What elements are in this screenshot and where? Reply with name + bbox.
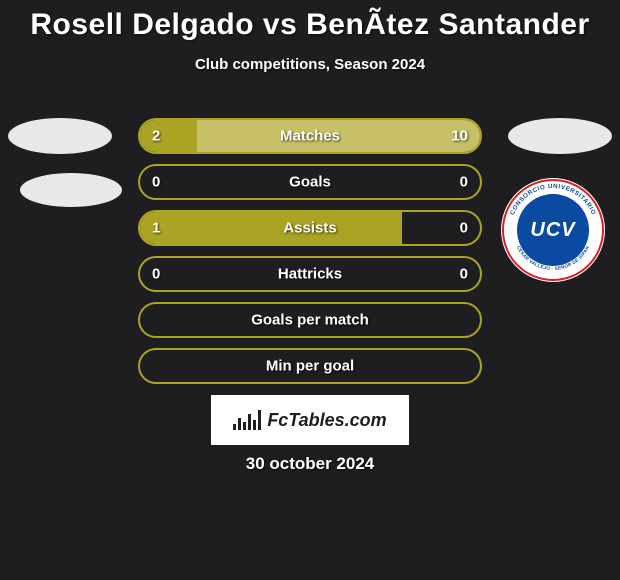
logo-bar <box>253 420 256 430</box>
stat-row: 0 0 Hattricks <box>138 256 482 292</box>
fctables-text: FcTables.com <box>267 410 386 431</box>
player-left-club-avatar <box>20 173 122 207</box>
stat-label: Min per goal <box>266 358 354 375</box>
date-label: 30 october 2024 <box>0 454 620 474</box>
page-subtitle: Club competitions, Season 2024 <box>0 56 620 73</box>
stat-label: Hattricks <box>278 266 342 283</box>
stat-value-right: 0 <box>460 266 468 283</box>
player-right-club-badge: CONSORCIO UNIVERSITARIO CESAR VALLEJO · … <box>501 178 605 282</box>
logo-bar <box>248 414 251 430</box>
stat-bar-left <box>140 120 197 152</box>
stat-value-left: 1 <box>152 220 160 237</box>
stat-label: Goals per match <box>251 312 369 329</box>
stat-label: Matches <box>280 128 340 145</box>
club-badge-inner: UCV <box>517 194 589 266</box>
stat-value-left: 0 <box>152 174 160 191</box>
stat-value-right: 0 <box>460 220 468 237</box>
stat-bar-left <box>140 212 402 244</box>
stat-label: Assists <box>283 220 336 237</box>
comparison-chart: 210Matches00Goals10Assists00HattricksGoa… <box>138 118 482 394</box>
club-badge-abbrev: UCV <box>530 219 575 242</box>
stat-value-right: 0 <box>460 174 468 191</box>
stat-value-left: 0 <box>152 266 160 283</box>
fctables-logo: FcTables.com <box>211 395 409 445</box>
logo-bar <box>258 410 261 430</box>
stat-label: Goals <box>289 174 331 191</box>
page-title: Rosell Delgado vs BenÃ­tez Santander <box>0 0 620 42</box>
stat-row: 1 0 Assists <box>138 210 482 246</box>
stat-row: Goals per match <box>138 302 482 338</box>
stat-value-left: 2 <box>152 128 160 145</box>
stat-row: 2 10 Matches <box>138 118 482 154</box>
fctables-bars-icon <box>233 410 261 430</box>
logo-bar <box>238 418 241 430</box>
player-right-avatar <box>508 118 612 154</box>
stat-row: Min per goal <box>138 348 482 384</box>
stat-value-right: 10 <box>451 128 468 145</box>
logo-bar <box>233 424 236 430</box>
logo-bar <box>243 422 246 430</box>
stat-row: 0 0 Goals <box>138 164 482 200</box>
player-left-avatar <box>8 118 112 154</box>
